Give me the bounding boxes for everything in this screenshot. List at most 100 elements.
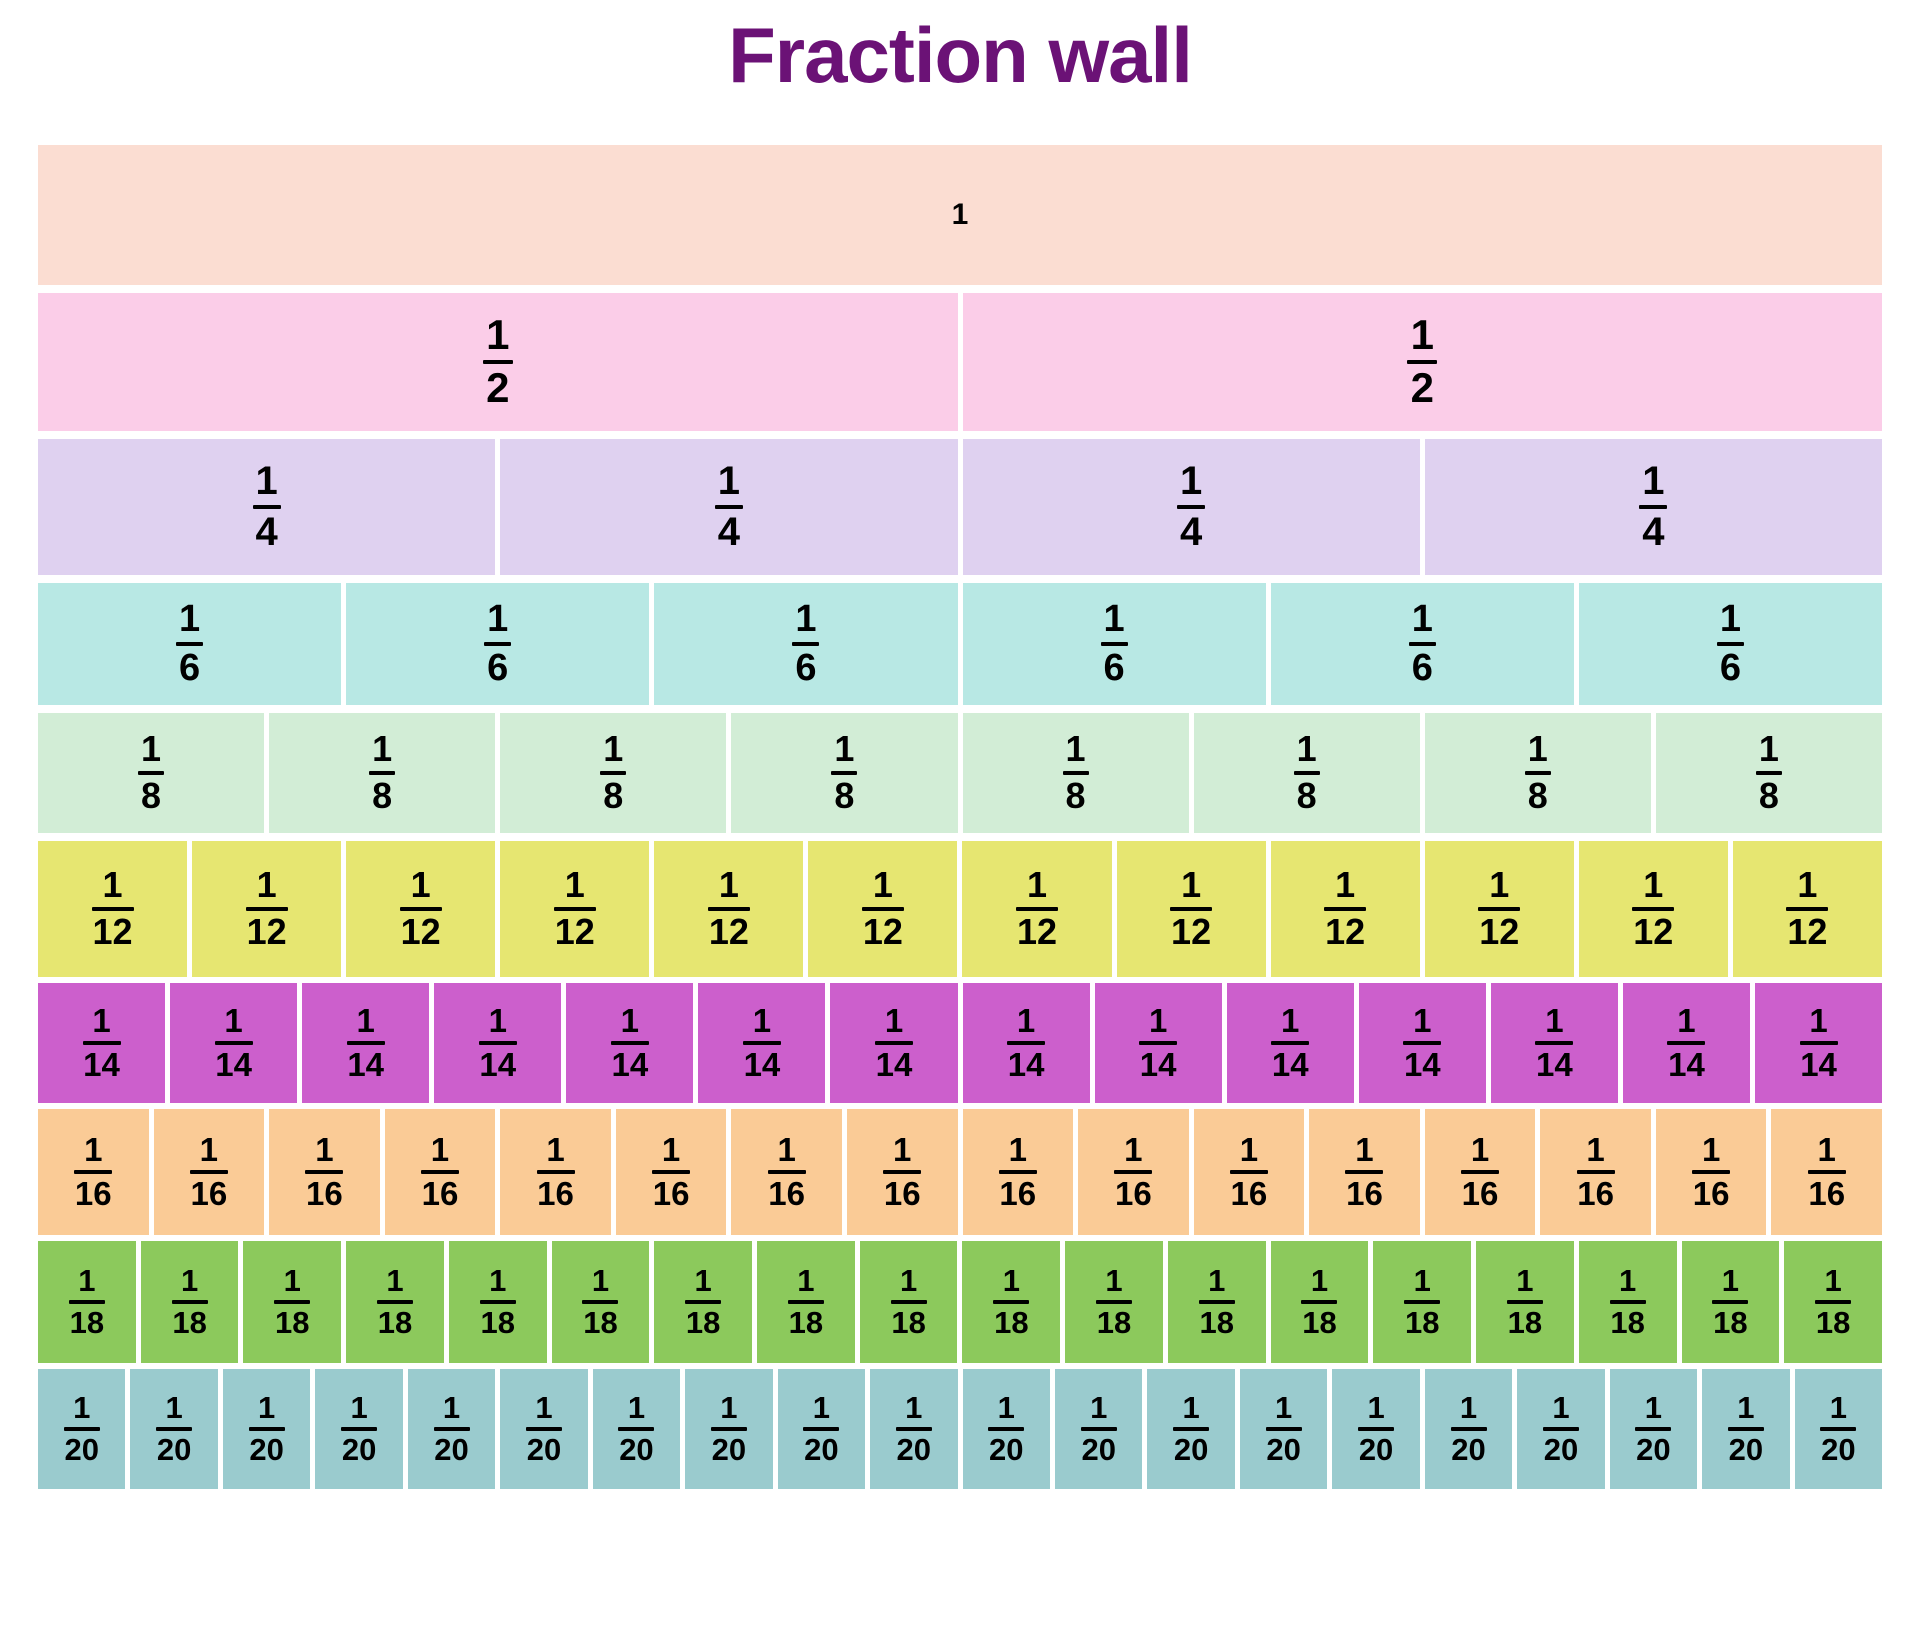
- fraction-cell-1-12[interactable]: 1 12: [1732, 841, 1882, 977]
- fraction-cell-1-16[interactable]: 1 16: [269, 1109, 380, 1235]
- fraction-cell-1-20[interactable]: 1 20: [500, 1369, 588, 1489]
- fraction-cell-1-20[interactable]: 1 20: [130, 1369, 218, 1489]
- fraction-cell-1-20[interactable]: 1 20: [222, 1369, 311, 1489]
- fraction-cell-1-12[interactable]: 1 12: [192, 841, 342, 977]
- fraction-cell-1-18[interactable]: 1 18: [1270, 1241, 1369, 1363]
- fraction-cell-1-12[interactable]: 1 12: [808, 841, 958, 977]
- fraction-cell-1-14[interactable]: 1 14: [1622, 983, 1751, 1103]
- fraction-cell-1-18[interactable]: 1 18: [551, 1241, 650, 1363]
- fraction-cell-1-12[interactable]: 1 12: [654, 841, 804, 977]
- fraction-cell-1-20[interactable]: 1 20: [592, 1369, 681, 1489]
- fraction-cell-1-16[interactable]: 1 16: [384, 1109, 496, 1235]
- fraction-cell-1-12[interactable]: 1 12: [500, 841, 650, 977]
- fraction-cell-1-18[interactable]: 1 18: [1065, 1241, 1163, 1363]
- fraction-cell-1-18[interactable]: 1 18: [1681, 1241, 1780, 1363]
- fraction-cell-1-20[interactable]: 1 20: [38, 1369, 126, 1489]
- fraction-cell-1-12[interactable]: 1 12: [346, 841, 496, 977]
- fraction-cell-1-12[interactable]: 1 12: [1578, 841, 1728, 977]
- fraction-cell-1-16[interactable]: 1 16: [1078, 1109, 1189, 1235]
- fraction-cell-1-20[interactable]: 1 20: [407, 1369, 496, 1489]
- fraction-cell-1-20[interactable]: 1 20: [315, 1369, 403, 1489]
- fraction-cell-1-18[interactable]: 1 18: [243, 1241, 342, 1363]
- fraction-cell-1-18[interactable]: 1 18: [346, 1241, 444, 1363]
- fraction-cell-1-16[interactable]: 1 16: [962, 1109, 1074, 1235]
- fraction-cell-1-14[interactable]: 1 14: [1226, 983, 1354, 1103]
- fraction-cell-1-18[interactable]: 1 18: [448, 1241, 547, 1363]
- fraction-cell-1-16[interactable]: 1 16: [1193, 1109, 1305, 1235]
- fraction-cell-1-14[interactable]: 1 14: [1358, 983, 1486, 1103]
- fraction-cell-1-18[interactable]: 1 18: [757, 1241, 855, 1363]
- fraction-cell-1-14[interactable]: 1 14: [1490, 983, 1618, 1103]
- fraction-cell-1-14[interactable]: 1 14: [962, 983, 1090, 1103]
- fraction-cell-1-20[interactable]: 1 20: [1794, 1369, 1883, 1489]
- fraction-cell-1-18[interactable]: 1 18: [1784, 1241, 1882, 1363]
- fraction-cell-1-12[interactable]: 1 12: [1116, 841, 1266, 977]
- fraction-cell-1-16[interactable]: 1 16: [615, 1109, 727, 1235]
- fraction-cell-1-16[interactable]: 1 16: [846, 1109, 958, 1235]
- fraction-cell-1-16[interactable]: 1 16: [1771, 1109, 1882, 1235]
- fraction-cell-1-14[interactable]: 1 14: [434, 983, 562, 1103]
- fraction-cell-1-18[interactable]: 1 18: [1167, 1241, 1266, 1363]
- fraction-cell-1-16[interactable]: 1 16: [38, 1109, 149, 1235]
- fraction-cell-1-14[interactable]: 1 14: [1094, 983, 1222, 1103]
- fraction-cell-1-18[interactable]: 1 18: [962, 1241, 1061, 1363]
- fraction-cell-1-12[interactable]: 1 12: [38, 841, 188, 977]
- fraction-cell-1-14[interactable]: 1 14: [566, 983, 694, 1103]
- fraction-cell-1-20[interactable]: 1 20: [685, 1369, 773, 1489]
- fraction-cell-1-12[interactable]: 1 12: [1424, 841, 1574, 977]
- fraction-cell-1-18[interactable]: 1 18: [1578, 1241, 1677, 1363]
- fraction-cell-1-12[interactable]: 1 12: [1270, 841, 1420, 977]
- fraction-cell-1-20[interactable]: 1 20: [962, 1369, 1050, 1489]
- fraction-cell-1-14[interactable]: 1 14: [1755, 983, 1883, 1103]
- fraction-cell-1-16[interactable]: 1 16: [153, 1109, 265, 1235]
- fraction-cell-1-20[interactable]: 1 20: [1517, 1369, 1605, 1489]
- fraction-cell-1-20[interactable]: 1 20: [1702, 1369, 1790, 1489]
- fraction-cell-1-14[interactable]: 1 14: [170, 983, 298, 1103]
- fraction-cell-1-16[interactable]: 1 16: [1424, 1109, 1536, 1235]
- fraction-cell-1-18[interactable]: 1 18: [1476, 1241, 1574, 1363]
- fraction-cell-1-20[interactable]: 1 20: [777, 1369, 866, 1489]
- fraction-cell-1-14[interactable]: 1 14: [38, 983, 166, 1103]
- fraction-cell-1-16[interactable]: 1 16: [731, 1109, 842, 1235]
- fraction-cell-1-20[interactable]: 1 20: [1609, 1369, 1698, 1489]
- fraction-cell-1-18[interactable]: 1 18: [1373, 1241, 1472, 1363]
- fraction-cell-1-20[interactable]: 1 20: [870, 1369, 958, 1489]
- fraction-cell-1-16[interactable]: 1 16: [1540, 1109, 1651, 1235]
- fraction-cell-1-20[interactable]: 1 20: [1424, 1369, 1513, 1489]
- fraction-cell-1-20[interactable]: 1 20: [1054, 1369, 1143, 1489]
- fraction-cell-1-20[interactable]: 1 20: [1239, 1369, 1328, 1489]
- fraction-cell-1-16[interactable]: 1 16: [500, 1109, 611, 1235]
- fraction-cell-1-1[interactable]: 1: [38, 145, 1882, 285]
- fraction-cell-1-16[interactable]: 1 16: [1655, 1109, 1767, 1235]
- fraction-cell-1-18[interactable]: 1 18: [140, 1241, 239, 1363]
- fraction-cell-1-12[interactable]: 1 12: [962, 841, 1112, 977]
- fraction-cell-1-18[interactable]: 1 18: [859, 1241, 958, 1363]
- fraction-cell-1-18[interactable]: 1 18: [654, 1241, 753, 1363]
- fraction-cell-1-20[interactable]: 1 20: [1147, 1369, 1235, 1489]
- fraction-cell-1-14[interactable]: 1 14: [302, 983, 430, 1103]
- fraction-cell-1-14[interactable]: 1 14: [830, 983, 958, 1103]
- fraction-cell-1-16[interactable]: 1 16: [1309, 1109, 1420, 1235]
- fraction-cell-1-18[interactable]: 1 18: [38, 1241, 136, 1363]
- fraction-cell-1-14[interactable]: 1 14: [698, 983, 826, 1103]
